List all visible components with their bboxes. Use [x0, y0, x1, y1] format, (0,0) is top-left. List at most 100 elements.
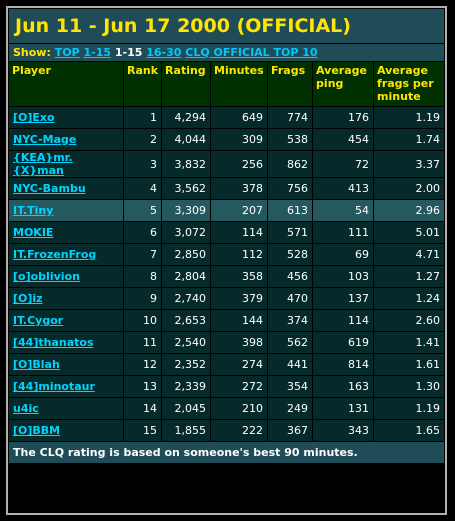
rating-cell: 3,832	[162, 151, 211, 177]
frags-cell: 528	[268, 244, 313, 265]
table-row: {KEA}mr.{X}man 3 3,832 256 862 72 3.37	[9, 151, 444, 177]
player-link[interactable]: MOKIE	[13, 226, 54, 239]
table-row: [O]iz 9 2,740 379 470 137 1.24	[9, 288, 444, 309]
ping-cell: 454	[313, 129, 374, 150]
player-cell: {KEA}mr.{X}man	[9, 151, 123, 177]
col-average-fpm: Average frags per minute	[374, 62, 444, 106]
rank-cell: 7	[124, 244, 162, 265]
rank-cell: 13	[124, 376, 162, 397]
ping-cell: 69	[313, 244, 374, 265]
frags-cell: 374	[268, 310, 313, 331]
player-link[interactable]: IT.Cygor	[13, 314, 64, 327]
rating-cell: 4,294	[162, 107, 211, 128]
player-cell: [O]Blah	[9, 354, 123, 375]
ping-cell: 413	[313, 178, 374, 199]
rating-cell: 2,540	[162, 332, 211, 353]
col-minutes: Minutes	[211, 62, 268, 106]
frags-cell: 756	[268, 178, 313, 199]
table-row: u4ic 14 2,045 210 249 131 1.19	[9, 398, 444, 419]
rank-cell: 2	[124, 129, 162, 150]
minutes-cell: 272	[211, 376, 268, 397]
player-link[interactable]: [O]Exo	[13, 111, 55, 124]
rating-cell: 3,072	[162, 222, 211, 243]
table-row: [o]oblivion 8 2,804 358 456 103 1.27	[9, 266, 444, 287]
frags-cell: 470	[268, 288, 313, 309]
player-link[interactable]: [O]BBM	[13, 424, 61, 437]
minutes-cell: 210	[211, 398, 268, 419]
fpm-cell: 2.60	[374, 310, 444, 331]
col-average-ping: Average ping	[313, 62, 374, 106]
rank-cell: 15	[124, 420, 162, 441]
fpm-cell: 5.01	[374, 222, 444, 243]
fpm-cell: 1.19	[374, 107, 444, 128]
minutes-cell: 114	[211, 222, 268, 243]
fpm-cell: 1.19	[374, 398, 444, 419]
frags-cell: 367	[268, 420, 313, 441]
player-link[interactable]: IT.Tiny	[13, 204, 54, 217]
ping-cell: 111	[313, 222, 374, 243]
rank-cell: 12	[124, 354, 162, 375]
fpm-cell: 1.74	[374, 129, 444, 150]
rating-cell: 2,804	[162, 266, 211, 287]
fpm-cell: 1.65	[374, 420, 444, 441]
player-cell: [44]thanatos	[9, 332, 123, 353]
player-link[interactable]: [o]oblivion	[13, 270, 80, 283]
player-cell: u4ic	[9, 398, 123, 419]
frags-cell: 456	[268, 266, 313, 287]
player-cell: IT.Tiny	[9, 200, 123, 221]
player-link[interactable]: [44]thanatos	[13, 336, 94, 349]
link-top[interactable]: TOP	[54, 46, 80, 59]
minutes-cell: 378	[211, 178, 268, 199]
table-row: IT.Tiny 5 3,309 207 613 54 2.96	[9, 200, 444, 221]
minutes-cell: 309	[211, 129, 268, 150]
minutes-cell: 256	[211, 151, 268, 177]
link-clq-official-top-10[interactable]: CLQ OFFICIAL TOP 10	[185, 46, 318, 59]
page-title: Jun 11 - Jun 17 2000 (OFFICIAL)	[9, 9, 444, 43]
player-link[interactable]: u4ic	[13, 402, 39, 415]
ping-cell: 343	[313, 420, 374, 441]
minutes-cell: 207	[211, 200, 268, 221]
minutes-cell: 398	[211, 332, 268, 353]
rating-cell: 3,562	[162, 178, 211, 199]
rating-cell: 1,855	[162, 420, 211, 441]
rank-cell: 5	[124, 200, 162, 221]
table-row: [O]Blah 12 2,352 274 441 814 1.61	[9, 354, 444, 375]
minutes-cell: 358	[211, 266, 268, 287]
table-row: [O]BBM 15 1,855 222 367 343 1.65	[9, 420, 444, 441]
frags-cell: 862	[268, 151, 313, 177]
ping-cell: 163	[313, 376, 374, 397]
rating-cell: 4,044	[162, 129, 211, 150]
frags-cell: 562	[268, 332, 313, 353]
rating-cell: 2,740	[162, 288, 211, 309]
table-row: [44]minotaur 13 2,339 272 354 163 1.30	[9, 376, 444, 397]
fpm-cell: 2.96	[374, 200, 444, 221]
player-link[interactable]: NYC-Bambu	[13, 182, 86, 195]
fpm-cell: 4.71	[374, 244, 444, 265]
fpm-cell: 2.00	[374, 178, 444, 199]
player-link[interactable]: IT.FrozenFrog	[13, 248, 97, 261]
ping-cell: 114	[313, 310, 374, 331]
col-player: Player	[9, 62, 123, 106]
rank-cell: 8	[124, 266, 162, 287]
leaderboard-table: Jun 11 - Jun 17 2000 (OFFICIAL) Show: TO…	[8, 8, 445, 464]
link-top-1-15[interactable]: 1-15	[83, 46, 112, 59]
minutes-cell: 274	[211, 354, 268, 375]
rating-cell: 2,339	[162, 376, 211, 397]
frags-cell: 354	[268, 376, 313, 397]
link-16-30[interactable]: 16-30	[146, 46, 182, 59]
player-cell: NYC-Mage	[9, 129, 123, 150]
player-link[interactable]: [O]iz	[13, 292, 43, 305]
table-row: IT.FrozenFrog 7 2,850 112 528 69 4.71	[9, 244, 444, 265]
rank-cell: 6	[124, 222, 162, 243]
player-link[interactable]: [44]minotaur	[13, 380, 95, 393]
player-link[interactable]: {KEA}mr.{X}man	[13, 151, 73, 177]
player-link[interactable]: NYC-Mage	[13, 133, 77, 146]
frags-cell: 538	[268, 129, 313, 150]
player-cell: IT.Cygor	[9, 310, 123, 331]
footer-note: The CLQ rating is based on someone's bes…	[9, 442, 444, 463]
ping-cell: 131	[313, 398, 374, 419]
player-cell: [o]oblivion	[9, 266, 123, 287]
player-link[interactable]: [O]Blah	[13, 358, 60, 371]
header-row: Player Rank Rating Minutes Frags Average…	[9, 62, 444, 106]
ping-cell: 103	[313, 266, 374, 287]
